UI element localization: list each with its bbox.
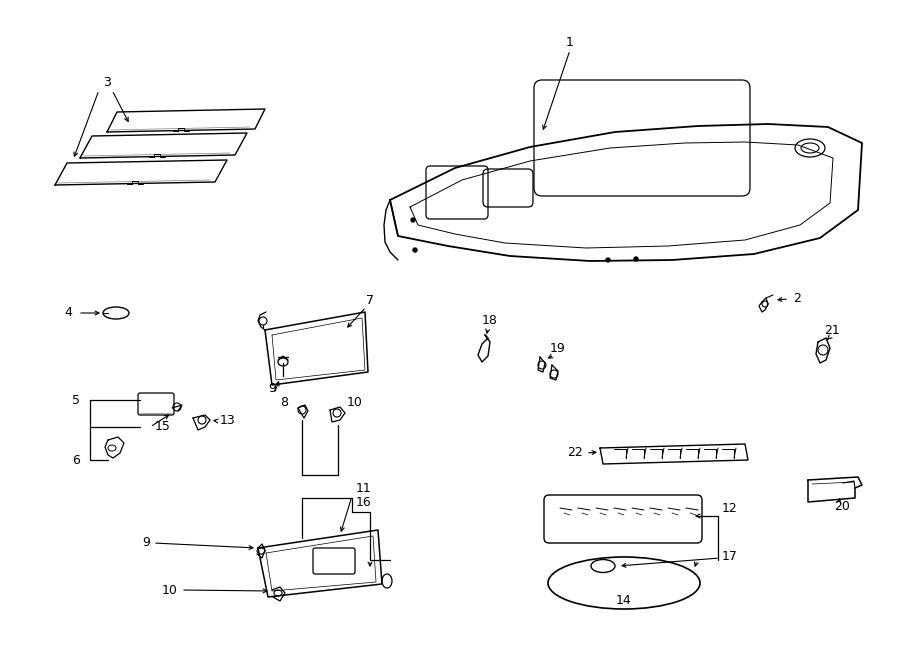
Text: 7: 7 (366, 293, 374, 307)
Text: 17: 17 (722, 549, 738, 563)
Circle shape (634, 257, 638, 261)
Circle shape (606, 258, 610, 262)
Text: 21: 21 (824, 323, 840, 336)
Text: 12: 12 (722, 502, 738, 514)
Text: 2: 2 (793, 292, 801, 305)
Text: 16: 16 (356, 496, 372, 508)
Text: 10: 10 (347, 395, 363, 408)
Text: 8: 8 (280, 395, 288, 408)
Text: 10: 10 (162, 584, 178, 596)
Text: 3: 3 (104, 77, 111, 89)
Text: 20: 20 (834, 500, 850, 514)
Text: 5: 5 (72, 393, 80, 407)
Circle shape (413, 248, 417, 252)
Circle shape (411, 218, 415, 222)
Text: 9: 9 (142, 537, 150, 549)
Text: 22: 22 (567, 446, 583, 459)
Text: 1: 1 (566, 36, 574, 48)
Text: 19: 19 (550, 342, 566, 354)
Text: 11: 11 (356, 481, 372, 494)
Text: 18: 18 (482, 313, 498, 327)
Text: 13: 13 (220, 414, 236, 426)
Text: 14: 14 (616, 594, 632, 607)
Text: 6: 6 (72, 453, 80, 467)
Text: 4: 4 (64, 307, 72, 319)
Text: 9: 9 (268, 381, 276, 395)
Text: 15: 15 (155, 420, 171, 434)
